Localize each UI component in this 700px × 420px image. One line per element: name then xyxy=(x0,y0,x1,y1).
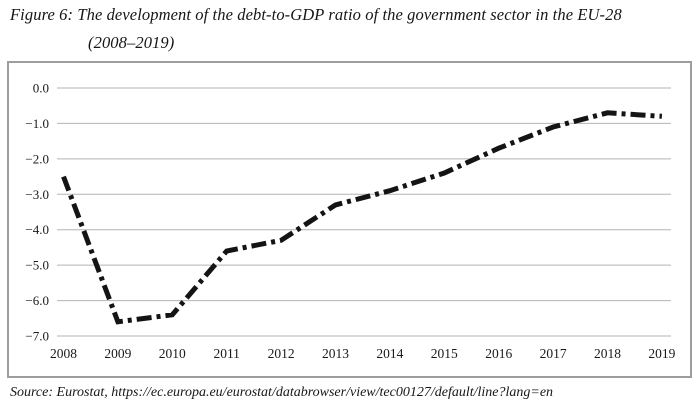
x-tick-label: 2010 xyxy=(159,346,186,361)
y-tick-label: −4.0 xyxy=(25,222,49,237)
y-tick-label: −5.0 xyxy=(25,258,49,273)
figure-title: Figure 6: The development of the debt-to… xyxy=(10,1,700,57)
figure-title-text: The development of the debt-to-GDP ratio… xyxy=(77,5,622,24)
x-tick-label: 2017 xyxy=(540,346,567,361)
x-tick-label: 2012 xyxy=(268,346,295,361)
deficit-line xyxy=(61,110,663,325)
y-tick-label: −6.0 xyxy=(25,293,49,308)
y-tick-label: −7.0 xyxy=(25,329,49,344)
y-tick-label: −1.0 xyxy=(25,116,49,131)
x-tick-label: 2018 xyxy=(594,346,621,361)
chart-border xyxy=(7,61,692,378)
source-note: Source: Eurostat, https://ec.europa.eu/e… xyxy=(10,385,554,400)
x-tick-label: 2016 xyxy=(485,346,512,361)
figure-label: Figure 6: xyxy=(10,5,74,24)
y-tick-label: −2.0 xyxy=(25,151,49,166)
x-tick-label: 2008 xyxy=(50,346,77,361)
x-tick-label: 2009 xyxy=(104,346,131,361)
figure-title-years: (2008–2019) xyxy=(88,33,175,52)
x-tick-label: 2014 xyxy=(376,346,403,361)
x-tick-label: 2015 xyxy=(431,346,458,361)
y-tick-label: 0.0 xyxy=(33,81,49,96)
x-tick-label: 2013 xyxy=(322,346,349,361)
x-tick-label: 2011 xyxy=(213,346,240,361)
x-tick-label: 2019 xyxy=(648,346,675,361)
y-tick-label: −3.0 xyxy=(25,187,49,202)
